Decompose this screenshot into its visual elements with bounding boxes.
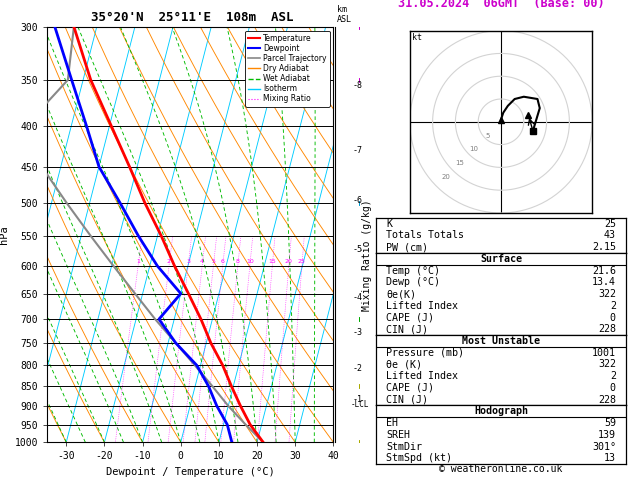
Text: 322: 322 [598,289,616,299]
Text: θe(K): θe(K) [386,289,416,299]
Text: 322: 322 [598,360,616,369]
Text: -LCL: -LCL [350,400,369,409]
Y-axis label: hPa: hPa [0,225,9,244]
Legend: Temperature, Dewpoint, Parcel Trajectory, Dry Adiabat, Wet Adiabat, Isotherm, Mi: Temperature, Dewpoint, Parcel Trajectory… [245,31,330,106]
Text: 25: 25 [604,219,616,229]
Text: -4: -4 [352,293,362,302]
Text: km
ASL: km ASL [337,5,352,24]
Text: © weatheronline.co.uk: © weatheronline.co.uk [439,464,563,474]
Text: 0: 0 [610,312,616,323]
Text: -3: -3 [352,328,362,337]
Text: Totals Totals: Totals Totals [386,230,464,241]
Text: 43: 43 [604,230,616,241]
Text: CAPE (J): CAPE (J) [386,312,434,323]
Text: 20: 20 [442,174,450,180]
Text: Lifted Index: Lifted Index [386,371,458,381]
Text: 2.15: 2.15 [592,242,616,252]
Text: -5: -5 [352,245,362,254]
Text: 6: 6 [221,260,225,264]
Text: Lifted Index: Lifted Index [386,301,458,311]
Text: 2: 2 [610,371,616,381]
Text: 21.6: 21.6 [592,266,616,276]
Text: 2: 2 [610,301,616,311]
Text: 15: 15 [455,160,464,166]
Text: Most Unstable: Most Unstable [462,336,540,346]
Text: kt: kt [412,33,422,42]
Text: 13: 13 [604,453,616,463]
Text: Surface: Surface [480,254,522,264]
Text: PW (cm): PW (cm) [386,242,428,252]
Text: 10: 10 [246,260,253,264]
Text: CIN (J): CIN (J) [386,395,428,405]
Text: 10: 10 [469,146,478,152]
Text: 5: 5 [211,260,215,264]
Text: -8: -8 [352,81,362,90]
Text: 3: 3 [186,260,190,264]
Text: 20: 20 [285,260,292,264]
Text: 1001: 1001 [592,347,616,358]
Text: -1: -1 [352,395,362,404]
Text: 8: 8 [236,260,240,264]
Text: Pressure (mb): Pressure (mb) [386,347,464,358]
Text: CAPE (J): CAPE (J) [386,383,434,393]
Text: 13.4: 13.4 [592,278,616,287]
Text: Temp (°C): Temp (°C) [386,266,440,276]
Text: StmSpd (kt): StmSpd (kt) [386,453,452,463]
Text: K: K [386,219,392,229]
Text: 228: 228 [598,395,616,405]
Text: 59: 59 [604,418,616,428]
Text: -2: -2 [352,364,362,373]
Text: -6: -6 [352,196,362,206]
Text: 301°: 301° [592,442,616,451]
Text: 31.05.2024  06GMT  (Base: 00): 31.05.2024 06GMT (Base: 00) [398,0,604,10]
Text: -7: -7 [352,146,362,155]
Text: 2: 2 [167,260,171,264]
Text: EH: EH [386,418,398,428]
Text: 15: 15 [269,260,276,264]
X-axis label: Dewpoint / Temperature (°C): Dewpoint / Temperature (°C) [106,467,275,477]
Text: θe (K): θe (K) [386,360,422,369]
Text: 0: 0 [610,383,616,393]
Text: StmDir: StmDir [386,442,422,451]
Text: Dewp (°C): Dewp (°C) [386,278,440,287]
Text: 4: 4 [200,260,204,264]
Text: 228: 228 [598,324,616,334]
Text: CIN (J): CIN (J) [386,324,428,334]
Text: 25: 25 [298,260,306,264]
Text: 139: 139 [598,430,616,440]
Text: 35°20'N  25°11'E  108m  ASL: 35°20'N 25°11'E 108m ASL [91,11,293,24]
Text: Hodograph: Hodograph [474,406,528,417]
Text: SREH: SREH [386,430,410,440]
Text: 1: 1 [136,260,140,264]
Text: Mixing Ratio (g/kg): Mixing Ratio (g/kg) [362,199,372,311]
Text: 5: 5 [485,133,489,139]
